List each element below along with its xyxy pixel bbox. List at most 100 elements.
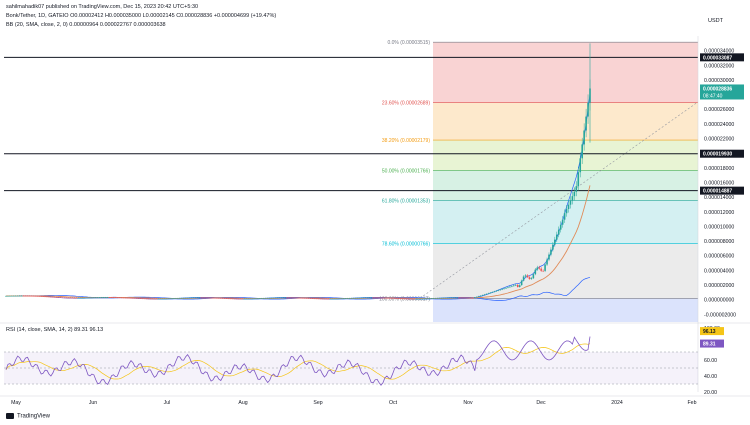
candle [167, 298, 169, 300]
candle [305, 298, 308, 299]
candle [22, 295, 25, 297]
candle [446, 297, 449, 299]
candle [462, 297, 464, 299]
candle [132, 298, 134, 299]
candle [339, 298, 341, 300]
candle [20, 295, 23, 297]
candle [536, 267, 539, 270]
candle [165, 298, 167, 300]
candle [239, 298, 242, 300]
candle [241, 298, 244, 300]
bb-legend[interactable]: BB (20, SMA, close, 2, 0) 0.00000964 0.0… [6, 22, 166, 28]
price-tick-label: 0.000016000 [704, 180, 734, 186]
candle [360, 297, 363, 299]
candle [96, 297, 99, 299]
candle [319, 298, 322, 300]
candle [208, 297, 210, 299]
candle [345, 298, 347, 299]
currency-label: USDT [708, 18, 723, 24]
candle [499, 289, 501, 291]
candle [145, 298, 148, 300]
candle [214, 297, 216, 299]
price-tick-label: 0.000022000 [704, 137, 734, 143]
candle [124, 297, 126, 299]
candle [155, 298, 158, 300]
candle [186, 297, 189, 299]
candle [567, 204, 570, 209]
candle [302, 297, 304, 299]
candle [11, 295, 13, 297]
candle [180, 298, 183, 299]
time-tick-label: Sep [313, 400, 322, 406]
candle [210, 297, 212, 299]
candle [171, 298, 173, 300]
fib-zone [433, 170, 698, 201]
candle [388, 297, 390, 299]
candle [569, 200, 572, 205]
candle [304, 298, 306, 299]
candle [190, 297, 193, 299]
candle [57, 297, 60, 298]
candle [472, 297, 474, 299]
candle [270, 297, 273, 299]
price-tick-label: 0.000004000 [704, 268, 734, 274]
candle [159, 298, 162, 300]
candle [46, 296, 48, 298]
candle [432, 298, 435, 299]
candle [397, 298, 400, 299]
candle [407, 298, 410, 300]
candle [55, 297, 58, 298]
candle [292, 297, 294, 299]
candle [192, 297, 195, 299]
fib-level-label: 38.20% (0.00002179) [382, 138, 430, 144]
candle [513, 285, 515, 287]
candle [138, 298, 140, 299]
candle [65, 297, 68, 299]
candle [522, 276, 525, 281]
candle [507, 287, 509, 288]
fib-zone [433, 140, 698, 171]
candle [425, 298, 427, 300]
candle [583, 130, 585, 145]
price-line-tag [700, 149, 744, 158]
candle [274, 297, 277, 299]
candle [511, 286, 513, 287]
candle [477, 296, 480, 297]
candle [237, 298, 240, 300]
price-tick-label: 0.000000000 [704, 298, 734, 304]
candle [356, 297, 359, 299]
candle [337, 298, 339, 300]
candle [233, 298, 236, 300]
candle [530, 278, 533, 280]
time-tick-label: 2024 [611, 400, 623, 406]
candle [475, 296, 478, 298]
candle [54, 297, 56, 298]
candle [106, 297, 109, 298]
candle [434, 298, 437, 299]
candle [372, 297, 374, 299]
price-tick-label: 0.000024000 [704, 122, 734, 128]
rsi-tag-label: 89.31 [703, 342, 716, 348]
candle [399, 298, 402, 300]
price-line-tag-label: 0.000033087 [703, 55, 732, 61]
candle [321, 298, 324, 300]
candle [87, 297, 89, 299]
candle [294, 297, 296, 299]
candle [5, 296, 7, 297]
rsi-legend[interactable]: RSI (14, close, SMA, 14, 2) 89.31 96.13 [6, 327, 104, 333]
symbol-legend[interactable]: Bonk/Tether, 1D, GATEIO O0.00002412 H0.0… [6, 13, 277, 19]
candle [442, 297, 445, 299]
candle [468, 297, 470, 299]
tv-logo-icon [6, 413, 14, 419]
price-line-tag [700, 186, 744, 195]
candle [143, 298, 146, 300]
candle [116, 297, 119, 299]
candle [378, 297, 380, 299]
price-tick-label: 0.000034000 [704, 49, 734, 55]
candle [528, 277, 531, 280]
candle [386, 297, 388, 299]
candle [222, 298, 224, 299]
candle [343, 298, 345, 300]
candle [436, 298, 439, 299]
